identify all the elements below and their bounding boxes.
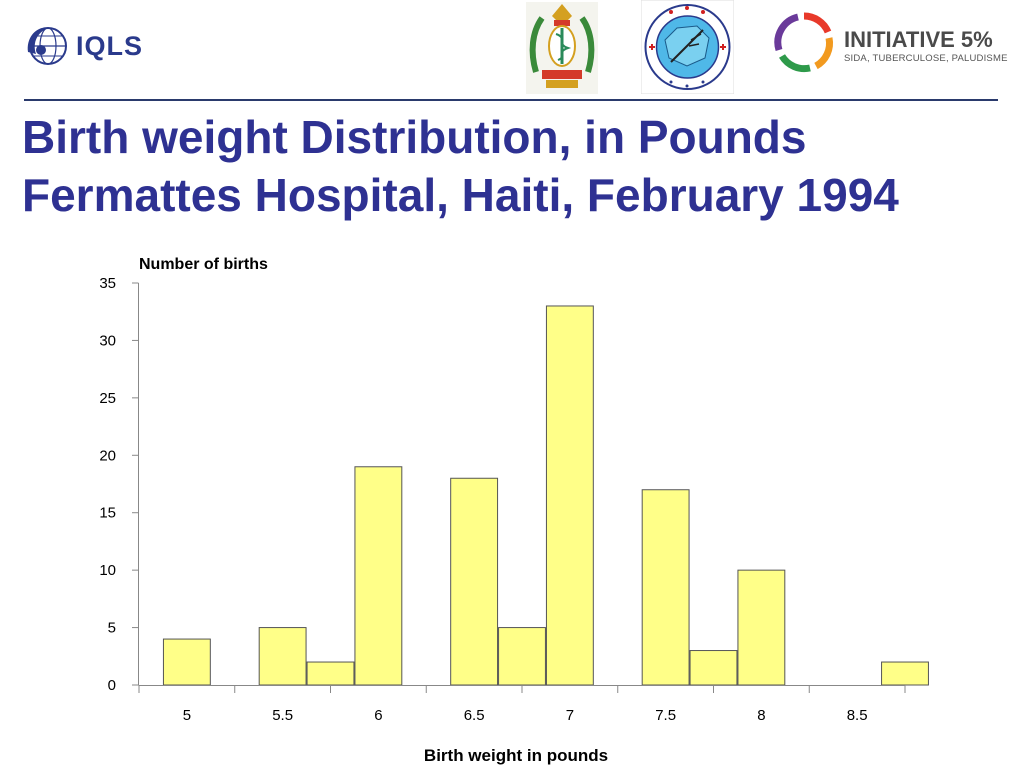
x-axis-title: Birth weight in pounds bbox=[424, 746, 608, 765]
y-tick-label-15: 15 bbox=[99, 505, 116, 522]
iqls-globe-icon bbox=[27, 27, 67, 65]
bar-5 bbox=[162, 638, 211, 686]
initiative-5-logo: INITIATIVE 5% SIDA, TUBERCULOSE, PALUDIS… bbox=[772, 10, 1012, 76]
initiative-5-subtitle: SIDA, TUBERCULOSE, PALUDISME bbox=[844, 53, 1008, 64]
bar-5-75 bbox=[306, 661, 355, 686]
x-tick-label-6: 6 bbox=[374, 707, 382, 724]
birth-weight-histogram: 0 5 10 15 20 25 30 35 5 5.5 6 6.5 7 7.5 8 8.5 Number of … bbox=[99, 256, 929, 765]
bar-7 bbox=[545, 305, 594, 686]
bar-8 bbox=[737, 569, 786, 686]
initiative-5-title: INITIATIVE 5% bbox=[844, 27, 993, 52]
header-divider bbox=[24, 99, 998, 101]
x-tick-label-7-5: 7.5 bbox=[655, 707, 676, 724]
x-tick-label-6-5: 6.5 bbox=[464, 707, 485, 724]
y-tick-label-20: 20 bbox=[99, 447, 116, 464]
y-tick-label-35: 35 bbox=[99, 275, 116, 292]
x-tick-label-5-5: 5.5 bbox=[272, 707, 293, 724]
y-tick-label-25: 25 bbox=[99, 390, 116, 407]
bar-8-75 bbox=[881, 661, 929, 686]
header: IQLS INITIATIVE 5 bbox=[0, 0, 1024, 100]
bar-6-75 bbox=[498, 627, 546, 686]
y-tick-label-0: 0 bbox=[108, 677, 116, 694]
ministry-of-health-emblem bbox=[526, 2, 598, 94]
x-tick-label-8-5: 8.5 bbox=[847, 707, 868, 724]
cnm-seal-logo bbox=[641, 0, 734, 94]
x-tick-label-7: 7 bbox=[566, 707, 574, 724]
y-tick-label-30: 30 bbox=[99, 332, 116, 349]
y-tick-label-5: 5 bbox=[108, 620, 116, 637]
slide-title-line-2: Fermattes Hospital, Haiti, February 1994 bbox=[22, 169, 899, 221]
x-tick-label-5: 5 bbox=[183, 707, 191, 724]
bar-7-5 bbox=[641, 489, 690, 686]
bar-5-5 bbox=[258, 627, 307, 686]
slide-title: Birth weight Distribution, in Pounds Fer… bbox=[22, 108, 1022, 224]
bar-6-5 bbox=[450, 477, 499, 686]
bar-6 bbox=[354, 466, 403, 686]
slide-title-line-1: Birth weight Distribution, in Pounds bbox=[22, 111, 807, 163]
iqls-logo: IQLS bbox=[24, 22, 143, 70]
x-tick-label-8: 8 bbox=[757, 707, 765, 724]
bar-7-75 bbox=[689, 650, 738, 686]
y-axis-title: Number of births bbox=[139, 256, 268, 273]
iqls-wordmark: IQLS bbox=[76, 30, 144, 61]
initiative-5-ring-icon bbox=[774, 12, 833, 73]
y-tick-label-10: 10 bbox=[99, 562, 116, 579]
